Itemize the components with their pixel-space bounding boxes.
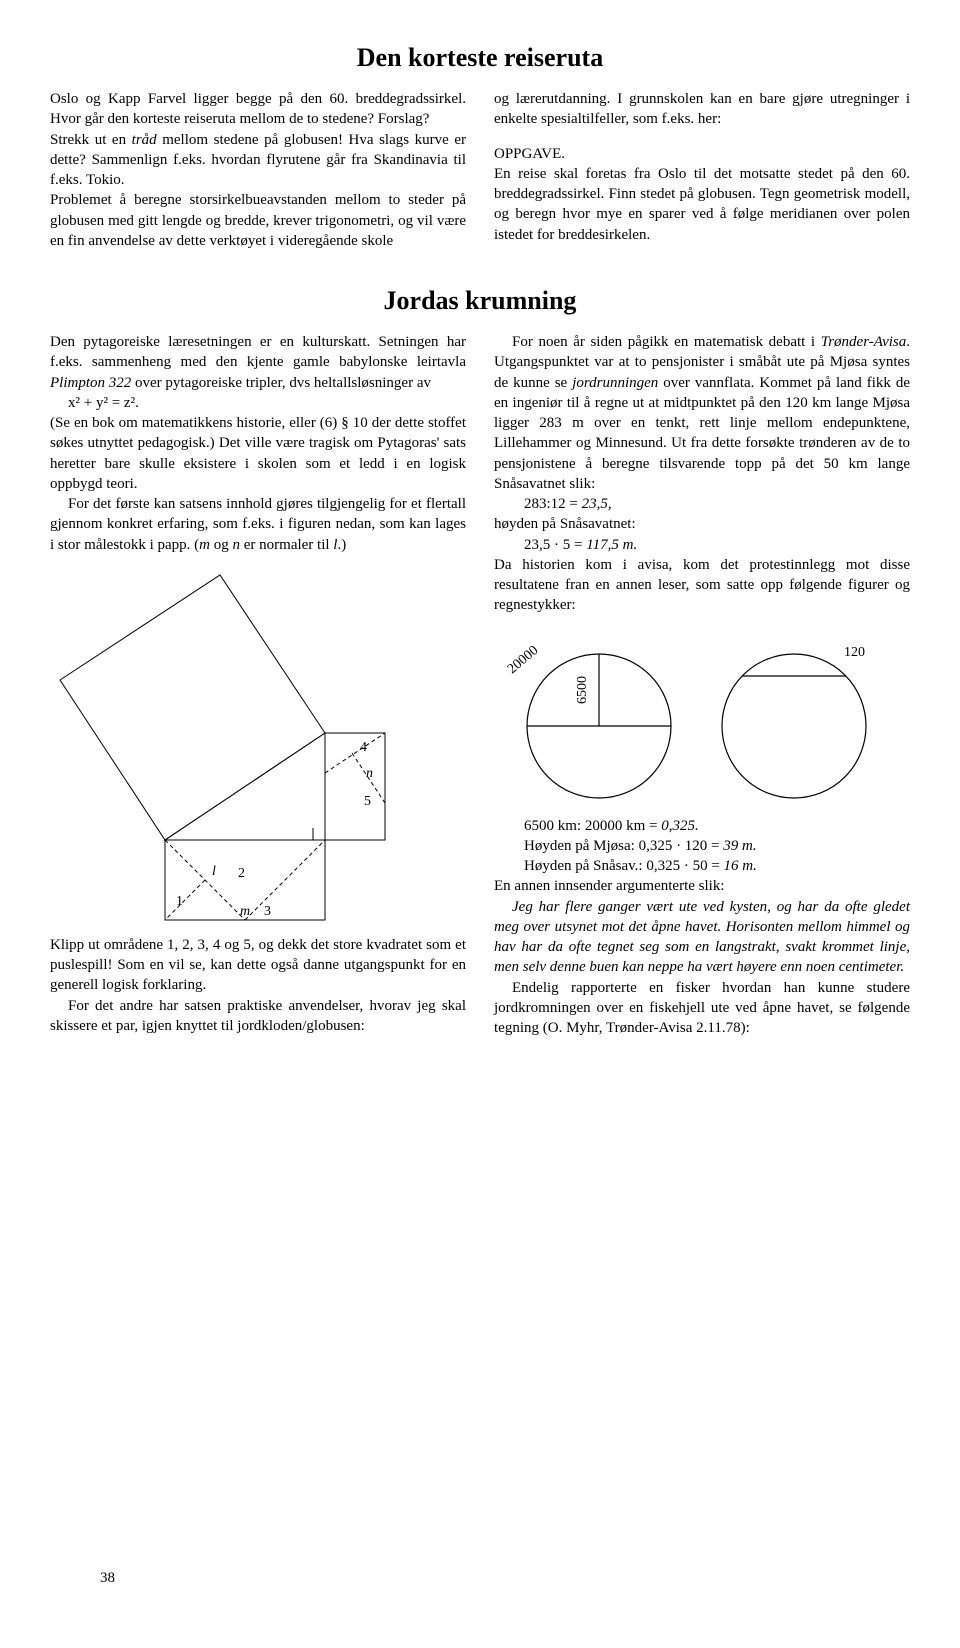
fig-label-m: m <box>240 904 250 919</box>
s1l-p1b-i: tråd <box>132 132 157 148</box>
s2l-p4: Klipp ut områdene 1, 2, 3, 4 og 5, og de… <box>50 935 466 996</box>
s2r-p5: Jeg har flere ganger vært ute ved kysten… <box>494 897 910 978</box>
section1-title: Den korteste reiseruta <box>50 40 910 75</box>
s2l-p1b: over pytagoreiske tripler, dvs heltallsl… <box>131 375 431 391</box>
s2r-p1: For noen år siden pågikk en matematisk d… <box>494 332 910 494</box>
s2r-p4: En annen innsender argumenterte slik: <box>494 876 910 896</box>
fig2-6500: 6500 <box>575 676 590 704</box>
fig-label-4: 4 <box>360 740 367 755</box>
s2r-p1i1: Trønder-Avisa <box>821 334 907 350</box>
section2-title: Jordas krumning <box>50 283 910 318</box>
s1l-p1a: Oslo og Kapp Farvel ligger begge på den … <box>50 91 466 127</box>
fig-label-1: 1 <box>176 894 183 909</box>
s2l-p1: Den pytagoreiske læresetningen er en kul… <box>50 332 466 393</box>
s2r-calc1: 283:12 = 23,5, <box>494 494 910 514</box>
section2-left: Den pytagoreiske læresetningen er en kul… <box>50 332 466 1038</box>
s2l-p3i1: m <box>199 537 210 553</box>
s2r-p3a-i: 0,325. <box>661 818 699 834</box>
fig2-20000: 20000 <box>505 643 541 677</box>
s2r-calc3: 23,5 · 5 = 117,5 m. <box>494 535 910 555</box>
s2r-p3b-t: Høyden på Mjøsa: 0,325 · 120 = <box>524 838 723 854</box>
s1l-p1b-pre: Strekk ut en <box>50 132 132 148</box>
s2l-p1i: Plimpton 322 <box>50 375 131 391</box>
s2r-p3b-i: 39 m. <box>723 838 756 854</box>
s2r-p1c: over vannflata. Kommet på land fikk de e… <box>494 375 910 492</box>
s2l-p3c: er normaler til <box>240 537 333 553</box>
s1l-p1: Oslo og Kapp Farvel ligger begge på den … <box>50 89 466 130</box>
pythagoras-figure: 4 n 5 1 2 l m 3 <box>50 565 390 925</box>
fig-label-2: 2 <box>238 866 245 881</box>
s2l-p2: (Se en bok om matematikkens historie, el… <box>50 413 466 494</box>
section1-left: Oslo og Kapp Farvel ligger begge på den … <box>50 89 466 251</box>
s2r-p2: Da historien kom i avisa, kom det protes… <box>494 555 910 616</box>
section2-right: For noen år siden pågikk en matematisk d… <box>494 332 910 1038</box>
s2l-p3d: .) <box>337 537 346 553</box>
s2r-calc3a: 23,5 · 5 = <box>524 537 586 553</box>
s2l-p1a: Den pytagoreiske læresetningen er en kul… <box>50 334 466 370</box>
fig-label-l: l <box>212 864 216 879</box>
s2r-p3a: 6500 km: 20000 km = 0,325. <box>494 816 910 836</box>
s2r-p3c-i: 16 m. <box>724 858 757 874</box>
circles-figure: 20000 6500 120 <box>494 626 894 806</box>
s2l-p5: For det andre har satsen praktiske anven… <box>50 996 466 1037</box>
s2r-p6: Endelig rapporterte en fisker hvordan ha… <box>494 978 910 1039</box>
s2r-p3c: Høyden på Snåsav.: 0,325 · 50 = 16 m. <box>494 856 910 876</box>
s1l-p2: Problemet å beregne storsirkelbueavstand… <box>50 190 466 251</box>
s1r-p2: OPPGAVE. <box>494 144 910 164</box>
s2r-p3a-t: 6500 km: 20000 km = <box>524 818 661 834</box>
s2r-calc1b: 23,5, <box>582 496 612 512</box>
s2l-p3b: og <box>210 537 233 553</box>
s2r-p3b: Høyden på Mjøsa: 0,325 · 120 = 39 m. <box>494 836 910 856</box>
fig-label-n: n <box>366 766 373 781</box>
s1l-p1b: Strekk ut en tråd mellom stedene på glob… <box>50 130 466 191</box>
s2l-eq: x² + y² = z². <box>50 393 466 413</box>
s2l-p3: For det første kan satsens innhold gjøre… <box>50 494 466 555</box>
section2-columns: Den pytagoreiske læresetningen er en kul… <box>50 332 910 1038</box>
fig2-120: 120 <box>844 645 865 660</box>
s1r-p3: En reise skal foretas fra Oslo til det m… <box>494 164 910 245</box>
s1r-p1: og lærerutdanning. I grunnskolen kan en … <box>494 89 910 130</box>
s2r-calc1a: 283:12 = <box>524 496 582 512</box>
section1-right: og lærerutdanning. I grunnskolen kan en … <box>494 89 910 251</box>
fig-label-3: 3 <box>264 904 271 919</box>
s2r-calc2: høyden på Snåsavatnet: <box>494 514 910 534</box>
s2r-calc3b: 117,5 m. <box>586 537 637 553</box>
s2l-p3i2: n <box>233 537 241 553</box>
section1-columns: Oslo og Kapp Farvel ligger begge på den … <box>50 89 910 251</box>
s2r-p1a: For noen år siden pågikk en matematisk d… <box>512 334 821 350</box>
fig-label-5: 5 <box>364 794 371 809</box>
s2r-p3c-t: Høyden på Snåsav.: 0,325 · 50 = <box>524 858 724 874</box>
s2r-p1i2: jordrunningen <box>572 375 658 391</box>
page-number: 38 <box>100 1568 115 1588</box>
